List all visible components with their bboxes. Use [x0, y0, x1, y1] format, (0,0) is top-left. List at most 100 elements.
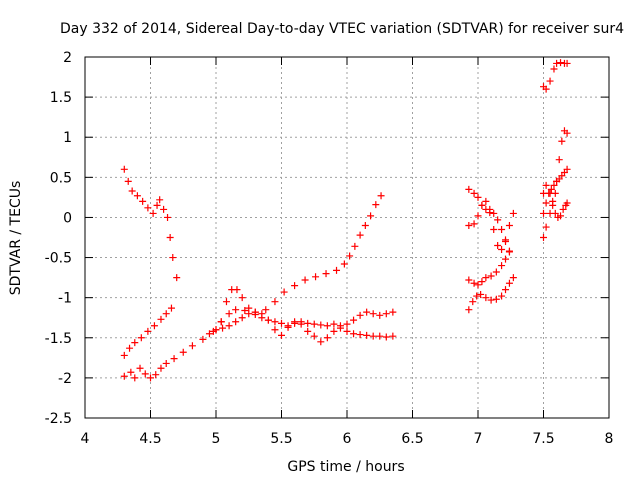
data-point-marker — [131, 339, 139, 347]
data-point-marker — [312, 273, 320, 281]
data-point-marker — [382, 333, 390, 341]
y-tick-label: 2 — [63, 50, 72, 66]
data-point-marker — [271, 326, 279, 334]
x-tick-label: 6 — [343, 431, 352, 447]
data-point-marker — [382, 310, 390, 318]
data-point-marker — [350, 316, 358, 324]
data-point-marker — [377, 192, 385, 200]
data-point-marker — [141, 370, 149, 378]
x-tick-label: 5.5 — [270, 431, 292, 447]
data-point-marker — [356, 231, 364, 239]
data-point-marker — [498, 262, 506, 270]
data-point-marker — [550, 181, 558, 189]
data-point-marker — [509, 209, 517, 217]
data-point-marker — [156, 196, 164, 204]
data-point-marker — [278, 319, 285, 327]
data-point-marker — [153, 201, 161, 209]
data-point-marker — [120, 165, 128, 173]
data-point-marker — [547, 185, 555, 193]
data-point-marker — [133, 192, 141, 200]
data-point-marker — [304, 327, 312, 335]
data-point-marker — [482, 274, 490, 282]
data-point-marker — [232, 318, 240, 326]
plot-border — [84, 56, 610, 419]
data-point-marker — [225, 310, 233, 318]
data-point-marker — [173, 274, 181, 282]
data-point-marker — [297, 320, 305, 328]
data-point-marker — [350, 330, 358, 338]
data-point-marker — [482, 205, 490, 213]
data-point-marker — [258, 310, 266, 318]
data-point-marker — [505, 279, 513, 287]
data-point-marker — [550, 65, 558, 73]
data-point-marker — [264, 316, 272, 324]
data-point-marker — [486, 209, 494, 217]
data-point-marker — [343, 320, 351, 328]
data-point-marker — [563, 199, 571, 207]
data-point-marker — [494, 242, 502, 250]
data-point-marker — [351, 242, 359, 250]
data-point-marker — [280, 288, 288, 296]
series-track-4 — [205, 286, 397, 341]
data-point-marker — [470, 220, 478, 228]
data-point-marker — [179, 348, 187, 356]
data-point-marker — [251, 308, 259, 316]
y-axis-label: SDTVAR / TECUs — [8, 181, 24, 296]
data-point-marker — [465, 306, 473, 314]
data-point-marker — [144, 327, 152, 335]
data-point-marker — [376, 311, 384, 319]
data-point-marker — [205, 330, 213, 338]
data-point-marker — [465, 221, 473, 229]
data-point-marker — [162, 310, 170, 318]
y-tick-label: 0.5 — [50, 170, 72, 186]
data-point-marker — [542, 223, 550, 231]
data-point-marker — [482, 197, 490, 205]
data-point-marker — [487, 272, 495, 280]
data-point-marker — [557, 59, 565, 67]
series-track-12 — [540, 165, 571, 217]
data-point-marker — [126, 344, 134, 352]
x-tick-label: 6.5 — [401, 431, 423, 447]
data-point-marker — [540, 209, 547, 217]
x-tick-label: 5 — [212, 431, 221, 447]
data-point-marker — [301, 276, 309, 284]
data-point-marker — [340, 260, 348, 268]
data-point-marker — [356, 311, 364, 319]
grid-lines — [85, 57, 609, 418]
data-point-marker — [505, 221, 513, 229]
data-point-marker — [238, 294, 246, 302]
data-point-marker — [284, 323, 292, 331]
data-point-marker — [482, 294, 490, 302]
data-point-marker — [310, 320, 318, 328]
chart-title: Day 332 of 2014, Sidereal Day-to-day VTE… — [60, 21, 624, 37]
data-point-marker — [555, 156, 563, 164]
data-point-marker — [551, 209, 559, 217]
y-tick-label: 0 — [63, 210, 72, 226]
series-track-5 — [212, 308, 397, 346]
data-point-marker — [492, 295, 500, 303]
data-point-marker — [310, 332, 318, 340]
data-point-marker — [389, 332, 397, 340]
data-point-marker — [474, 193, 482, 201]
data-point-marker — [553, 59, 561, 67]
data-point-marker — [549, 201, 557, 209]
data-point-marker — [157, 364, 165, 372]
data-point-marker — [563, 59, 571, 67]
data-point-marker — [167, 304, 175, 312]
data-point-marker — [304, 319, 312, 327]
series-track-3 — [120, 192, 385, 382]
data-point-marker — [336, 322, 344, 330]
data-point-marker — [137, 334, 145, 342]
data-point-marker — [124, 177, 132, 185]
data-point-marker — [152, 371, 160, 379]
data-point-marker — [474, 212, 482, 220]
data-point-marker — [498, 292, 506, 300]
data-point-marker — [492, 268, 500, 276]
y-tick-labels: -2.5 -2 -1.5 -1 -0.5 0 0.5 1 1.5 2 — [45, 50, 72, 427]
data-point-marker — [498, 246, 506, 254]
data-point-marker — [546, 189, 554, 197]
data-point-marker — [217, 318, 225, 326]
x-tick-label: 4 — [81, 431, 90, 447]
y-tick-label: -0.5 — [45, 251, 72, 267]
data-point-marker — [474, 281, 482, 289]
